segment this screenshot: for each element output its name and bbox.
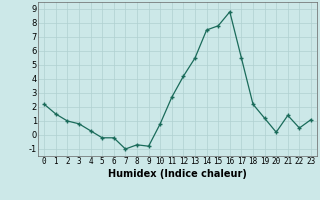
X-axis label: Humidex (Indice chaleur): Humidex (Indice chaleur) [108, 169, 247, 179]
